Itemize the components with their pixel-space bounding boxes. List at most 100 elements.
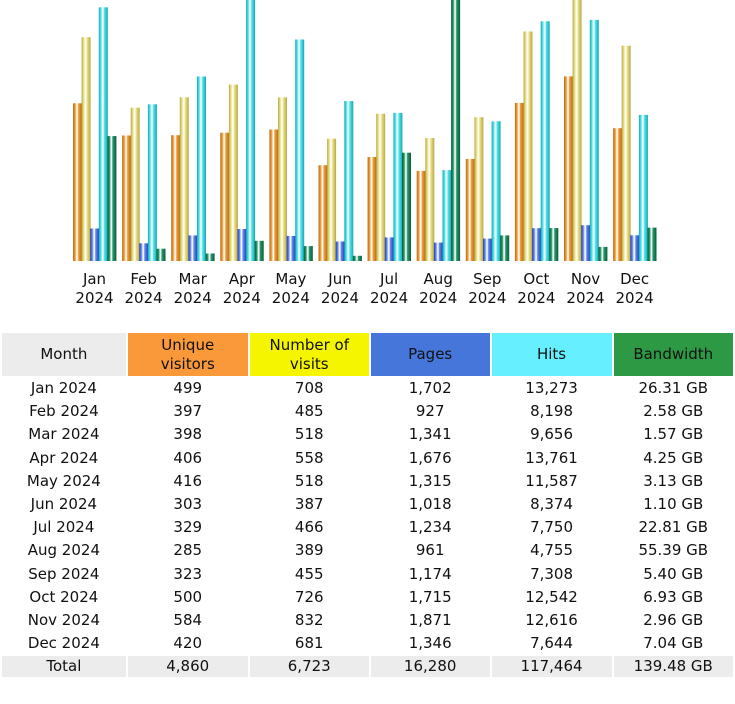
row-month: Jun 2024 [30, 495, 98, 514]
header-pages: Pages [370, 333, 490, 376]
row-unique-visitors: 500 [173, 587, 203, 606]
bar-visits-aug-2024 [425, 138, 435, 261]
row-bandwidth: 1.10 GB [643, 495, 704, 514]
row-visits: 681 [294, 634, 324, 653]
bar-visits-feb-2024 [130, 107, 140, 261]
bar-pages-aug-2024 [433, 242, 443, 261]
bar-pages-sep-2024 [483, 238, 492, 261]
row-pages: 1,702 [408, 379, 452, 398]
row-pages: 1,715 [408, 587, 452, 606]
bar-pages-jun-2024 [335, 241, 345, 261]
x-tick-year-label: 2024 [566, 289, 604, 307]
row-unique-visitors: 398 [173, 425, 203, 444]
bar-bandwidth-aug-2024 [451, 0, 461, 261]
bar-bandwidth-dec-2024 [647, 227, 657, 261]
bar-unique-visitors-jun-2024 [318, 165, 328, 261]
row-unique-visitors: 323 [173, 564, 203, 583]
bar-bandwidth-oct-2024 [549, 228, 559, 261]
row-unique-visitors: 285 [173, 541, 203, 560]
bar-bandwidth-feb-2024 [156, 248, 166, 261]
bar-visits-jul-2024 [376, 113, 386, 261]
x-tick-month-label: Jul [379, 270, 398, 288]
table-row: Apr 2024 406 558 1,676 13,761 4.25 GB [2, 448, 733, 469]
bar-unique-visitors-jan-2024 [73, 103, 82, 261]
row-hits: 13,273 [525, 379, 578, 398]
row-unique-visitors: 420 [173, 634, 203, 653]
row-pages: 1,174 [408, 564, 452, 583]
row-bandwidth: 2.96 GB [643, 610, 704, 629]
row-bandwidth: 1.57 GB [643, 425, 704, 444]
table-row: Jun 2024 303 387 1,018 8,374 1.10 GB [2, 494, 733, 515]
bar-bandwidth-nov-2024 [598, 246, 608, 261]
row-bandwidth: 22.81 GB [638, 518, 709, 537]
row-hits: 12,616 [525, 610, 578, 629]
x-tick-month-label: May [275, 270, 306, 288]
bar-bandwidth-may-2024 [303, 246, 313, 261]
bar-pages-feb-2024 [139, 243, 149, 261]
bar-visits-oct-2024 [523, 31, 533, 261]
x-tick-year-label: 2024 [517, 289, 555, 307]
row-bandwidth: 3.13 GB [643, 471, 704, 490]
row-month: Feb 2024 [29, 402, 99, 421]
row-visits: 389 [294, 541, 324, 560]
bar-visits-sep-2024 [474, 117, 484, 261]
x-tick-year-label: 2024 [616, 289, 654, 307]
row-visits: 466 [294, 518, 324, 537]
table-row: Jul 2024 329 466 1,234 7,750 22.81 GB [2, 517, 733, 538]
row-unique-visitors: 303 [173, 495, 203, 514]
row-bandwidth: 7.04 GB [643, 634, 704, 653]
row-bandwidth: 5.40 GB [643, 564, 704, 583]
row-hits: 11,587 [525, 471, 578, 490]
row-pages: 927 [415, 402, 445, 421]
table-row: Mar 2024 398 518 1,341 9,656 1.57 GB [2, 424, 733, 445]
bar-unique-visitors-aug-2024 [416, 170, 426, 261]
table-row: May 2024 416 518 1,315 11,587 3.13 GB [2, 471, 733, 492]
row-month: Jan 2024 [30, 379, 97, 398]
row-visits: 558 [294, 448, 324, 467]
x-axis-labels: Jan2024Feb2024Mar2024Apr2024May2024Jun20… [75, 270, 653, 307]
row-visits: 708 [294, 379, 324, 398]
bar-pages-nov-2024 [581, 225, 591, 261]
row-bandwidth: 55.39 GB [638, 541, 709, 560]
row-hits: 7,308 [530, 564, 574, 583]
row-bandwidth: 4.25 GB [643, 448, 704, 467]
table-row: Nov 2024 584 832 1,871 12,616 2.96 GB [2, 610, 733, 631]
bar-unique-visitors-oct-2024 [514, 102, 524, 262]
row-unique-visitors: 499 [173, 379, 203, 398]
x-tick-month-label: Oct [523, 270, 549, 288]
total-hits: 117,464 [491, 656, 612, 678]
bar-visits-mar-2024 [179, 97, 189, 261]
header-hits: Hits [491, 333, 612, 376]
x-tick-year-label: 2024 [174, 289, 212, 307]
row-unique-visitors: 329 [173, 518, 203, 537]
x-tick-month-label: Mar [179, 270, 208, 288]
table-header-row: Month Unique visitors Number of visits P… [2, 333, 733, 376]
row-pages: 1,315 [408, 471, 452, 490]
bar-hits-feb-2024 [147, 104, 157, 261]
header-unique-visitors-line2: visitors [160, 354, 215, 373]
x-tick-month-label: Jan [82, 270, 106, 288]
x-tick-year-label: 2024 [272, 289, 310, 307]
row-pages: 1,346 [408, 634, 452, 653]
row-visits: 455 [294, 564, 324, 583]
bar-hits-jan-2024 [98, 7, 108, 261]
row-hits: 7,644 [530, 634, 574, 653]
row-pages: 1,234 [408, 518, 452, 537]
row-month: Apr 2024 [29, 448, 99, 467]
chart-svg: Jan2024Feb2024Mar2024Apr2024May2024Jun20… [73, 0, 657, 307]
x-tick-year-label: 2024 [75, 289, 113, 307]
table-row: Oct 2024 500 726 1,715 12,542 6.93 GB [2, 587, 733, 608]
bar-unique-visitors-mar-2024 [171, 135, 181, 261]
row-hits: 13,761 [525, 448, 578, 467]
bar-hits-jun-2024 [344, 101, 354, 261]
row-hits: 4,755 [530, 541, 574, 560]
table-row: Feb 2024 397 485 927 8,198 2.58 GB [2, 401, 733, 422]
total-bandwidth: 139.48 GB [613, 656, 733, 678]
bar-hits-may-2024 [295, 39, 305, 261]
x-tick-year-label: 2024 [468, 289, 506, 307]
row-hits: 8,198 [530, 402, 574, 421]
x-tick-month-label: Apr [229, 270, 256, 288]
table-row: Jan 2024 499 708 1,702 13,273 26.31 GB [2, 378, 733, 399]
bar-hits-sep-2024 [491, 121, 501, 261]
bar-bandwidth-jun-2024 [352, 255, 362, 261]
